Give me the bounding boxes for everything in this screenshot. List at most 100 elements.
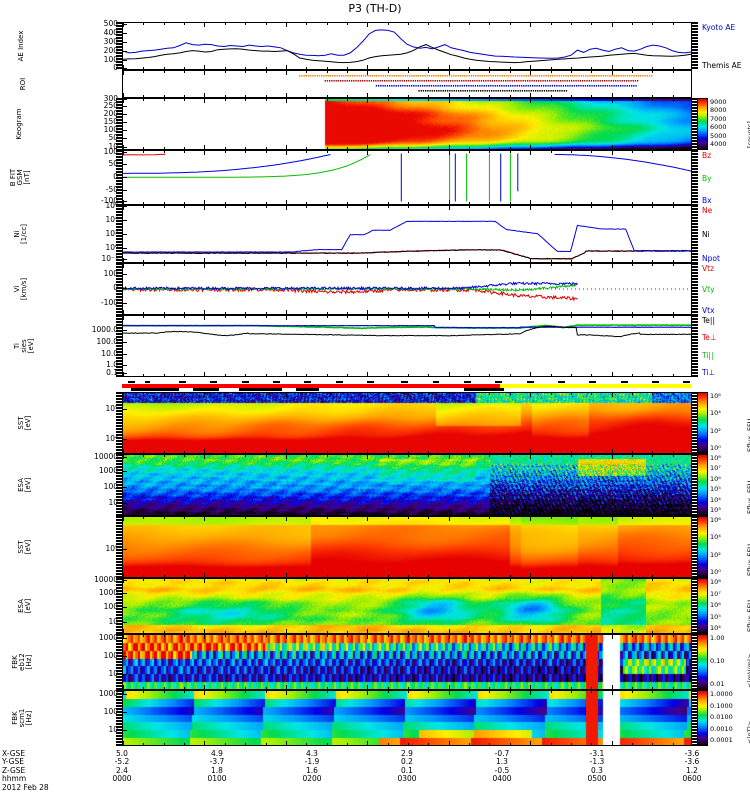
x-tick-mark [631, 67, 633, 69]
y-axis-label: ROI [19, 77, 27, 91]
x-tick-mark [387, 71, 389, 73]
x-tick-mark [285, 258, 287, 262]
x-tick-mark [265, 206, 267, 208]
y-tick-label: 10⁰ [105, 243, 118, 252]
x-tick-mark [652, 206, 654, 208]
x-tick-mark [631, 517, 633, 519]
x-tick-mark [367, 629, 369, 633]
x-tick-mark [306, 691, 308, 693]
x-tick-mark [326, 691, 328, 693]
x-tick-mark [672, 579, 674, 581]
panel-fbk-eb12 [122, 634, 692, 690]
x-tick-mark [224, 264, 226, 266]
x-tick-mark [611, 635, 613, 639]
b-field-lines [123, 153, 691, 202]
x-tick-mark [469, 374, 471, 376]
x-tick-mark [469, 202, 471, 204]
x-tick-mark [326, 631, 328, 633]
x-tick-mark [346, 99, 348, 101]
x-tick-mark [570, 260, 572, 262]
x-tick-mark [204, 93, 206, 97]
y-tick-label: 10⁻¹ [101, 254, 118, 263]
panel-vi-velocity [122, 263, 692, 315]
x-tick-mark [550, 95, 552, 97]
x-tick-mark [611, 200, 613, 204]
x-tick-mark [367, 65, 369, 69]
x-tick-mark [326, 23, 328, 25]
x-tick-mark [184, 743, 186, 745]
axis-edge-ticks [692, 392, 698, 454]
y-tick-mark [122, 303, 127, 304]
x-tick-mark [530, 258, 532, 262]
x-tick-mark [204, 629, 206, 633]
x-tick-mark [184, 202, 186, 204]
y-tick-label: 1000.0 [91, 325, 118, 334]
axis-edge-ticks [116, 690, 122, 746]
x-tick-mark [123, 151, 124, 155]
x-tick-mark [326, 71, 328, 73]
x-tick-mark [631, 206, 633, 208]
x-tick-mark [326, 312, 328, 314]
x-tick-mark [469, 579, 471, 581]
x-tick-mark [550, 687, 552, 689]
x-tick-mark [346, 312, 348, 314]
date-label: 2012 Feb 28 [2, 782, 49, 792]
x-tick-mark [224, 393, 226, 395]
y-tick-mark [122, 201, 127, 202]
x-tick-mark [672, 455, 674, 457]
colorbar-tick-label: 10⁸ [710, 454, 721, 462]
x-tick-mark [570, 23, 572, 25]
y-tick-mark [122, 656, 127, 657]
axis-edge-ticks [692, 150, 698, 206]
y-tick-label: -50 [105, 185, 118, 194]
y-axis-label: AE Index [17, 30, 25, 62]
x-tick-mark [408, 687, 409, 689]
x-tick-mark [408, 147, 409, 149]
x-tick-mark [469, 691, 471, 693]
x-tick-mark [367, 71, 369, 75]
x-tick-mark [224, 67, 226, 69]
x-tick-mark [672, 71, 674, 73]
x-tick-mark [204, 258, 206, 262]
x-tick-mark [265, 687, 267, 689]
x-tick-mark [346, 374, 348, 376]
x-tick-mark [224, 206, 226, 208]
x-tick-mark [611, 93, 613, 97]
x-tick-mark [265, 67, 267, 69]
x-tick-mark [346, 687, 348, 689]
x-tick-mark [265, 151, 267, 153]
x-tick-mark [265, 95, 267, 97]
x-tick-mark [163, 455, 165, 457]
x-tick-mark [591, 264, 593, 266]
x-tick-mark [123, 310, 124, 314]
x-tick-mark [489, 202, 491, 204]
x-tick-mark [387, 23, 389, 25]
x-tick-mark [611, 517, 613, 521]
y-tick-label: 0.1 [106, 368, 118, 377]
x-tick-mark [143, 202, 145, 204]
x-tick-mark [306, 206, 308, 208]
x-tick-mark [631, 23, 633, 25]
x-tick-mark [285, 65, 287, 69]
x-tick-mark [346, 635, 348, 637]
y-tick-mark [122, 439, 127, 440]
axis-edge-ticks [116, 263, 122, 316]
axis-edge-ticks [116, 22, 122, 70]
y-tick-mark [122, 122, 127, 123]
x-tick-mark [285, 145, 287, 149]
x-tick-mark [163, 513, 165, 515]
x-tick-mark [448, 629, 450, 633]
x-tick-mark [631, 260, 633, 262]
x-tick-mark [387, 151, 389, 153]
x-tick-mark [611, 151, 613, 155]
x-tick-mark [591, 687, 593, 689]
legend-label-KyotoAE: Kyoto AE [702, 23, 736, 32]
x-tick-mark [408, 635, 409, 637]
axis-value-xgse: -0.7 [494, 749, 510, 758]
x-tick-mark [631, 635, 633, 637]
colorbar-tick-label: 0.0100 [710, 713, 733, 721]
x-tick-mark [591, 312, 593, 314]
y-tick-label: 1.0 [106, 360, 118, 369]
x-tick-mark [611, 310, 613, 314]
axis-edge-ticks [116, 454, 122, 516]
